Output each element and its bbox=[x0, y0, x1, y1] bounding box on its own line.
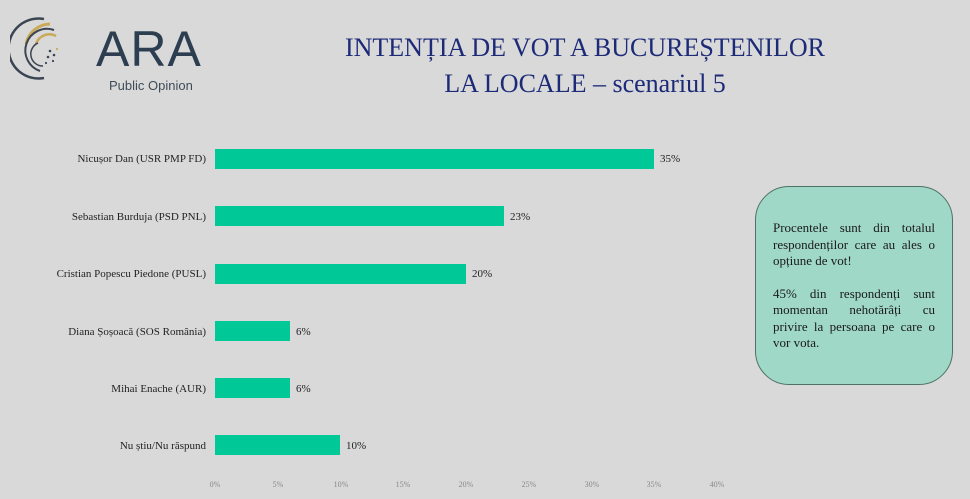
value-label: 23% bbox=[510, 211, 531, 223]
category-label: Diana Șoșoacă (SOS România) bbox=[68, 326, 206, 338]
note-box: Procentele sunt din totalul respondențil… bbox=[755, 186, 953, 385]
x-tick: 0% bbox=[209, 480, 221, 489]
x-tick: 40% bbox=[709, 480, 725, 489]
value-label: 35% bbox=[660, 153, 681, 165]
x-tick: 20% bbox=[458, 480, 474, 489]
note-paragraph-1: Procentele sunt din totalul respondențil… bbox=[773, 220, 935, 268]
note-paragraph-2: 45% din respondenți sunt momentan nehotă… bbox=[773, 285, 935, 351]
x-tick: 25% bbox=[521, 480, 537, 489]
logo-subtitle: Public Opinion bbox=[109, 78, 193, 93]
x-tick: 30% bbox=[584, 480, 600, 489]
x-tick: 35% bbox=[646, 480, 662, 489]
category-label: Nicușor Dan (USR PMP FD) bbox=[77, 153, 206, 165]
bar bbox=[215, 435, 340, 455]
ara-logo: ARA Public Opinion bbox=[10, 14, 210, 92]
chart-title-line-2: LA LOCALE – scenariul 5 bbox=[444, 69, 726, 98]
value-label: 20% bbox=[472, 268, 493, 280]
category-label: Nu știu/Nu răspund bbox=[119, 440, 206, 452]
bar bbox=[215, 321, 290, 341]
value-label: 6% bbox=[296, 383, 311, 395]
category-label: Cristian Popescu Piedone (PUSL) bbox=[56, 268, 206, 280]
x-tick: 15% bbox=[395, 480, 411, 489]
value-label: 6% bbox=[296, 326, 311, 338]
value-label: 10% bbox=[346, 440, 367, 452]
bar bbox=[215, 206, 504, 226]
chart-title: INTENȚIA DE VOT A BUCUREȘTENILOR LA LOCA… bbox=[280, 30, 890, 102]
logo-brand: ARA bbox=[96, 21, 202, 77]
category-label: Sebastian Burduja (PSD PNL) bbox=[71, 211, 206, 223]
bar bbox=[215, 264, 466, 284]
x-tick: 5% bbox=[272, 480, 284, 489]
category-label: Mihai Enache (AUR) bbox=[111, 383, 206, 395]
x-tick: 10% bbox=[333, 480, 349, 489]
bar bbox=[215, 149, 654, 169]
ara-swirl-icon bbox=[10, 17, 59, 80]
chart-title-line-1: INTENȚIA DE VOT A BUCUREȘTENILOR bbox=[344, 33, 826, 62]
bar bbox=[215, 378, 290, 398]
